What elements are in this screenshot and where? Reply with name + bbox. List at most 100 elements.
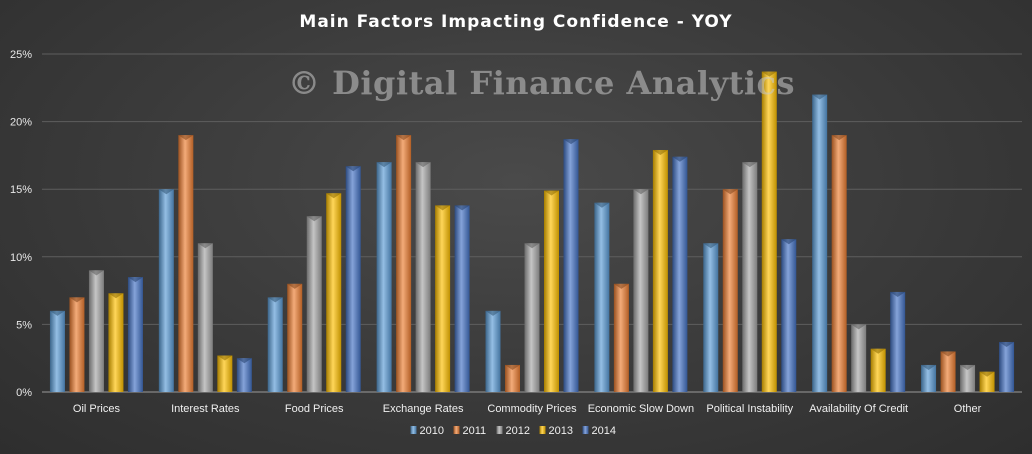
bar-top-facet <box>940 351 956 357</box>
bar-top-facet <box>454 205 470 211</box>
bar-top-facet <box>287 283 303 289</box>
bar-top-facet <box>217 355 233 361</box>
bar-top-facet <box>870 348 886 354</box>
bar-2013-food-prices <box>326 193 342 392</box>
bar-2011-political-instability <box>722 189 738 392</box>
bar-2011-exchange-rates <box>396 135 412 392</box>
bar-2011-food-prices <box>287 283 303 392</box>
legend-label: 2011 <box>463 425 487 437</box>
bar-top-facet <box>524 243 540 249</box>
bar-2011-commodity-prices <box>505 364 520 392</box>
legend-item-2013: 2013 <box>539 425 573 437</box>
bar-top-facet <box>890 291 906 297</box>
y-tick-label: 5% <box>16 319 32 331</box>
x-tick-label: Oil Prices <box>73 403 121 415</box>
y-tick-label: 10% <box>10 252 32 264</box>
bar-2013-economic-slow-down <box>652 149 668 392</box>
legend-label: 2012 <box>506 425 530 437</box>
bar-top-facet <box>485 310 501 316</box>
bar-top-facet <box>851 324 867 330</box>
bar-2011-interest-rates <box>178 135 194 392</box>
bar-top-facet <box>812 94 828 100</box>
bar-2011-economic-slow-down <box>613 283 629 392</box>
y-tick-label: 25% <box>10 49 32 61</box>
bar-top-facet <box>236 358 252 364</box>
y-tick-label: 15% <box>10 184 32 196</box>
bar-2012-exchange-rates <box>415 162 431 392</box>
bar-top-facet <box>505 364 520 370</box>
bar-2014-interest-rates <box>236 358 252 392</box>
bar-2012-oil-prices <box>88 270 104 392</box>
bar-2010-political-instability <box>703 243 719 392</box>
legend-swatch <box>410 426 417 434</box>
bar-2014-political-instability <box>781 239 797 392</box>
chart-title: Main Factors Impacting Confidence - YOY <box>299 12 733 32</box>
x-tick-label: Availability Of Credit <box>809 403 908 415</box>
bar-2012-commodity-prices <box>524 243 540 392</box>
bar-top-facet <box>49 310 65 316</box>
bar-2013-political-instability <box>761 71 777 393</box>
bar-top-facet <box>979 371 995 377</box>
bar-2014-food-prices <box>345 166 361 392</box>
bar-top-facet <box>88 270 104 276</box>
bar-2010-oil-prices <box>49 310 65 392</box>
bar-2014-oil-prices <box>127 277 143 392</box>
x-tick-label: Economic Slow Down <box>588 403 694 415</box>
bar-top-facet <box>376 162 392 168</box>
bar-2013-interest-rates <box>217 355 233 392</box>
legend-item-2012: 2012 <box>496 425 530 437</box>
bar-2010-economic-slow-down <box>594 202 610 392</box>
bar-top-facet <box>127 277 143 283</box>
bar-2010-interest-rates <box>158 189 174 392</box>
bar-top-facet <box>960 364 976 370</box>
bar-top-facet <box>345 166 361 172</box>
bar-top-facet <box>652 149 668 155</box>
bar-top-facet <box>781 239 797 245</box>
bar-top-facet <box>178 135 194 141</box>
legend-swatch <box>582 426 589 434</box>
bar-top-facet <box>613 283 629 289</box>
legend-label: 2013 <box>549 425 573 437</box>
bar-2013-availability-of-credit <box>870 348 886 392</box>
bar-2014-commodity-prices <box>563 139 579 392</box>
bar-top-facet <box>544 190 559 196</box>
bar-2014-other <box>999 341 1015 392</box>
bar-top-facet <box>831 135 847 141</box>
bar-2010-commodity-prices <box>485 310 501 392</box>
bar-2010-availability-of-credit <box>812 94 828 392</box>
bar-2013-exchange-rates <box>435 205 451 392</box>
legend-swatch <box>539 426 546 434</box>
x-tick-label: Commodity Prices <box>487 403 577 415</box>
bar-2013-commodity-prices <box>544 190 559 392</box>
legend-swatch <box>496 426 503 434</box>
bar-top-facet <box>158 189 174 195</box>
bar-2010-food-prices <box>267 297 283 392</box>
bar-top-facet <box>326 193 342 199</box>
bar-2014-exchange-rates <box>454 205 470 392</box>
x-tick-label: Political Instability <box>706 403 793 415</box>
bar-2012-interest-rates <box>197 243 213 392</box>
bar-2013-other <box>979 371 995 392</box>
bar-2013-oil-prices <box>108 293 124 392</box>
bar-top-facet <box>306 216 322 222</box>
legend-item-2011: 2011 <box>453 425 487 437</box>
bar-top-facet <box>921 364 937 370</box>
bar-top-facet <box>415 162 431 168</box>
bar-top-facet <box>108 293 124 299</box>
legend-item-2014: 2014 <box>582 425 616 437</box>
bar-top-facet <box>197 243 213 249</box>
bar-2011-oil-prices <box>69 297 85 392</box>
bar-top-facet <box>267 297 283 303</box>
x-tick-label: Exchange Rates <box>383 403 464 415</box>
bar-top-facet <box>69 297 85 303</box>
bar-top-facet <box>563 139 579 145</box>
bar-top-facet <box>396 135 412 141</box>
x-tick-label: Food Prices <box>285 403 344 415</box>
y-tick-label: 20% <box>10 117 32 129</box>
x-tick-label: Interest Rates <box>171 403 240 415</box>
bar-2011-other <box>940 351 956 392</box>
bar-top-facet <box>722 189 738 195</box>
bar-2012-availability-of-credit <box>851 324 867 392</box>
